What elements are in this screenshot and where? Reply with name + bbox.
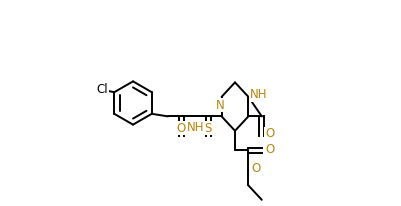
Text: O: O — [264, 127, 273, 140]
Text: Cl: Cl — [96, 83, 108, 96]
Text: O: O — [176, 122, 186, 135]
Text: S: S — [204, 122, 211, 135]
Text: NH: NH — [249, 88, 266, 101]
Text: O: O — [251, 162, 260, 176]
Text: N: N — [216, 98, 225, 112]
Text: NH: NH — [186, 121, 204, 134]
Text: O: O — [264, 143, 273, 156]
